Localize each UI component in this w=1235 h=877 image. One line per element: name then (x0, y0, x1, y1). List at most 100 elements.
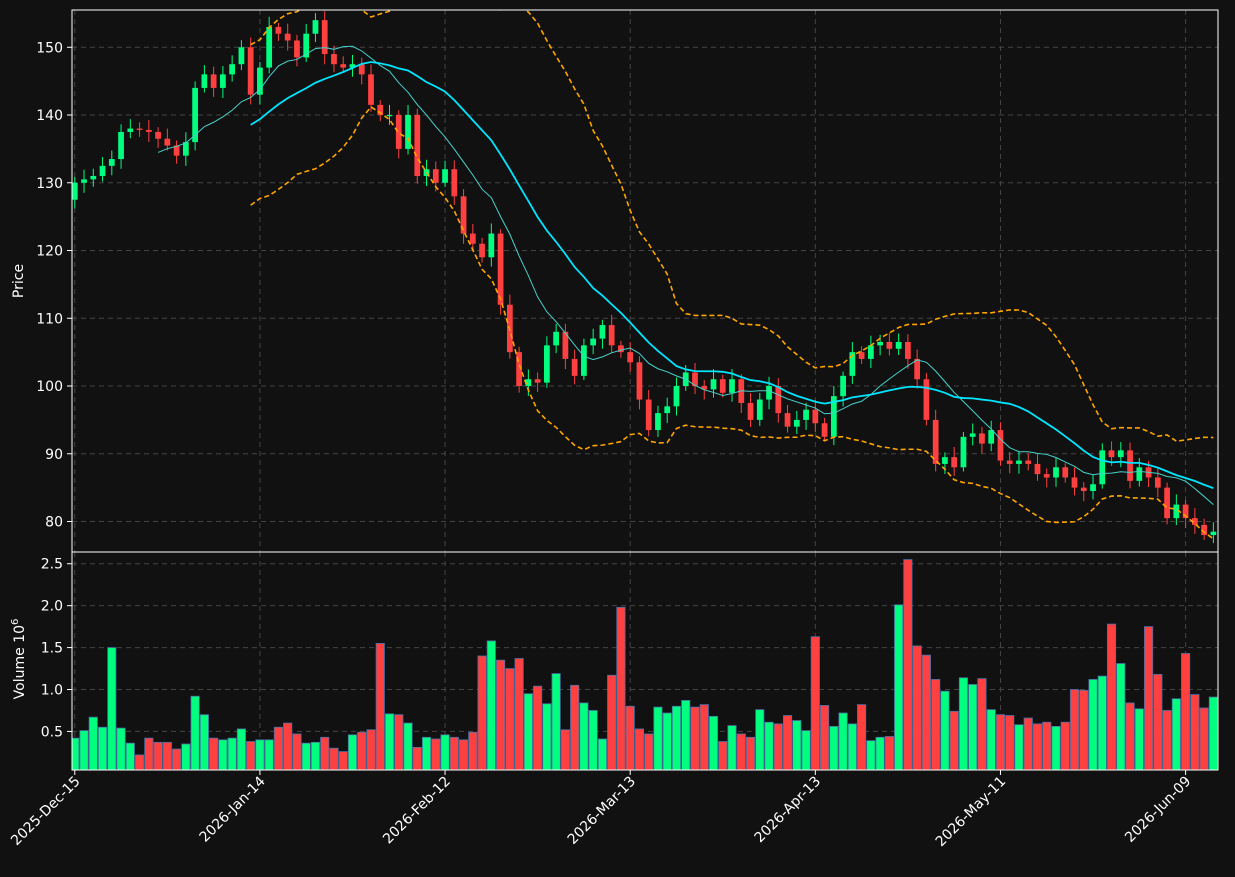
volume-bar (1014, 724, 1024, 770)
volume-bar (1032, 723, 1043, 770)
candle-body (192, 87, 198, 143)
volume-bar (699, 704, 709, 770)
volume-bar (246, 741, 256, 770)
volume-tick-label: 2.5 (41, 557, 63, 573)
volume-bar (347, 734, 358, 770)
candle-body (386, 115, 393, 117)
candle-body (553, 331, 560, 346)
volume-bar (755, 709, 765, 770)
volume-bar (1042, 721, 1052, 770)
volume-bar (1097, 675, 1107, 770)
candle-body (960, 436, 967, 468)
volume-bar (1171, 698, 1181, 770)
volume-bar (570, 684, 580, 770)
candle-body (756, 399, 763, 420)
volume-bar (958, 677, 969, 770)
candle-body (1164, 487, 1170, 519)
candle-body (544, 345, 550, 383)
candle-body (886, 341, 893, 349)
candle-body (1090, 484, 1096, 492)
volume-bar (1125, 702, 1135, 770)
volume-bar (1116, 663, 1126, 770)
volume-bar (838, 712, 848, 770)
candle-body (1062, 467, 1069, 478)
candle-body (395, 115, 402, 149)
candle-body (562, 331, 569, 359)
candle-body (1016, 460, 1022, 464)
candle-body (81, 179, 87, 183)
candle-body (479, 243, 485, 258)
volume-panel-frame (71, 551, 1219, 771)
candle-body (840, 375, 846, 397)
volume-bar (384, 713, 395, 770)
volume-bar (375, 642, 385, 770)
volume-bar (588, 710, 598, 770)
volume-bar (533, 685, 543, 770)
candle-body (655, 413, 661, 431)
volume-bar (995, 714, 1006, 770)
candle-body (729, 379, 735, 393)
candle-body (1006, 460, 1013, 464)
volume-bar (394, 714, 404, 770)
volume-bar (773, 723, 783, 770)
candle-body (108, 159, 115, 166)
candle-body (895, 341, 902, 349)
candle-body (618, 345, 624, 353)
volume-bar (820, 705, 830, 770)
candle-body (701, 386, 708, 390)
candle-body (942, 457, 948, 464)
candle-body (1210, 531, 1217, 536)
volume-bar (1088, 679, 1098, 770)
volume-bar (153, 741, 163, 770)
volume-bar (921, 654, 931, 770)
volume-bar (847, 723, 857, 770)
long-moving-average-line (250, 61, 1214, 489)
candle-body (1154, 477, 1161, 488)
volume-bar (1005, 715, 1015, 770)
candle-body (599, 325, 606, 339)
candle-body (997, 430, 1004, 461)
volume-bar (144, 737, 154, 770)
candle-body (1108, 450, 1115, 458)
volume-bar (227, 737, 237, 770)
volume-bar (940, 690, 950, 770)
price-tick-label: 110 (36, 311, 63, 327)
candle-body (1136, 467, 1143, 481)
volume-bar (116, 727, 126, 770)
volume-bar (486, 640, 496, 770)
volume-axis-label-exponent: 6 (10, 619, 21, 625)
volume-bar (551, 673, 561, 770)
candle-body (155, 131, 161, 139)
candle-body (1053, 467, 1059, 478)
candle-body (858, 352, 865, 359)
volume-bar (1190, 694, 1200, 770)
volume-bar (1134, 708, 1144, 770)
candle-body (849, 352, 856, 376)
volume-tick-label: 1.0 (41, 683, 63, 699)
volume-bar (477, 655, 487, 770)
volume-bar (236, 728, 246, 770)
volume-bar (866, 740, 876, 770)
candle-body (238, 47, 245, 65)
volume-bar (616, 606, 626, 770)
volume-bar (875, 736, 885, 770)
price-tick-label: 140 (36, 108, 63, 124)
candle-body (377, 104, 384, 116)
candle-body (905, 341, 911, 359)
candle-body (1117, 450, 1124, 458)
candle-body (784, 413, 791, 427)
volume-bar (1199, 707, 1209, 770)
volume-bar (644, 733, 654, 770)
volume-bar (1051, 726, 1061, 770)
volume-bar (1181, 653, 1191, 770)
volume-bar (931, 679, 941, 770)
volume-bar (181, 743, 191, 770)
volume-bar (505, 668, 515, 770)
candle-body (136, 128, 143, 130)
volume-bar (718, 741, 728, 770)
volume-bar (968, 684, 978, 770)
volume-bar (431, 738, 441, 770)
volume-bar (79, 730, 89, 770)
candle-body (923, 379, 930, 420)
candle-body (331, 54, 337, 65)
